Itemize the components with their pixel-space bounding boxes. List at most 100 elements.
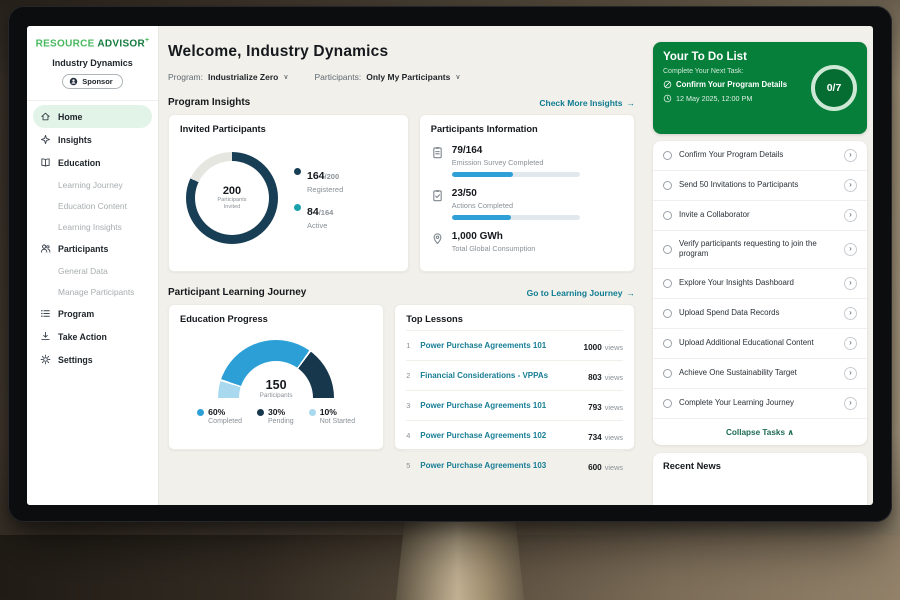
chevron-down-icon: ∨ xyxy=(455,74,461,81)
top-lessons-card: Top Lessons 1 Power Purchase Agreements … xyxy=(394,304,635,472)
task-checkbox[interactable] xyxy=(663,181,672,190)
lesson-link[interactable]: Power Purchase Agreements 102 xyxy=(420,431,547,440)
lesson-link[interactable]: Power Purchase Agreements 101 xyxy=(420,401,547,410)
sidebar-item-label: Insights xyxy=(58,134,92,145)
sponsor-badge: Sponsor xyxy=(62,74,123,90)
sidebar-item-take-action[interactable]: Take Action xyxy=(27,325,158,348)
task-row[interactable]: Explore Your Insights Dashboard › xyxy=(653,269,867,299)
monitor-bezel: RESOURCE ADVISOR+ Industry Dynamics Spon… xyxy=(8,6,892,522)
chevron-right-icon[interactable]: › xyxy=(844,209,857,222)
task-row[interactable]: Confirm Your Program Details › xyxy=(653,141,867,171)
sponsor-label: Sponsor xyxy=(82,77,113,87)
invited-participants-card: Invited Participants 200 Participants In… xyxy=(168,114,409,272)
task-row[interactable]: Upload Spend Data Records › xyxy=(653,299,867,329)
chevron-right-icon[interactable]: › xyxy=(844,396,857,410)
chevron-right-icon[interactable]: › xyxy=(844,179,857,192)
sidebar-item-participants[interactable]: Participants xyxy=(27,237,158,260)
survey-clipboard-icon xyxy=(431,146,444,159)
task-checkbox[interactable] xyxy=(663,368,672,378)
task-checkbox[interactable] xyxy=(663,308,672,318)
sidebar-item-label: Learning Journey xyxy=(58,179,123,190)
legend-item: 84/164 Active xyxy=(294,202,343,230)
task-row[interactable]: Verify participants requesting to join t… xyxy=(653,231,867,269)
chevron-right-icon[interactable]: › xyxy=(844,336,857,350)
chevron-right-icon[interactable]: › xyxy=(844,276,857,290)
chevron-right-icon[interactable]: › xyxy=(844,306,857,320)
sidebar-item-settings[interactable]: Settings xyxy=(27,348,158,371)
task-checkbox[interactable] xyxy=(663,278,672,288)
sidebar-item-label: Take Action xyxy=(58,331,107,342)
lesson-link[interactable]: Power Purchase Agreements 101 xyxy=(420,341,547,350)
card-title: Top Lessons xyxy=(406,314,623,331)
sidebar-item-program[interactable]: Program xyxy=(27,302,158,325)
education-gauge-chart: 150 Participants xyxy=(218,339,335,398)
lesson-row: 2 Financial Considerations - VPPAs 803 vi… xyxy=(406,361,623,391)
sidebar-item-label: Education xyxy=(58,157,101,168)
legend-item: 10% Not Started xyxy=(308,407,355,425)
sidebar-item-general-data[interactable]: General Data xyxy=(27,260,158,281)
sidebar-item-education-content[interactable]: Education Content xyxy=(27,195,158,216)
sidebar-item-insights[interactable]: Insights xyxy=(27,128,158,151)
app-logo: RESOURCE ADVISOR+ xyxy=(27,37,158,49)
info-row: 1,000 GWh Total Global Consumption xyxy=(431,231,623,253)
collapse-tasks-link[interactable]: Collapse Tasks ∧ xyxy=(726,427,794,437)
logo-text-primary: RESOURCE xyxy=(35,38,95,50)
info-row: 79/164 Emission Survey Completed xyxy=(431,145,623,177)
take-action-icon xyxy=(40,331,51,342)
sidebar-item-learning-insights[interactable]: Learning Insights xyxy=(27,216,158,237)
participants-icon xyxy=(40,243,51,254)
sidebar-item-home[interactable]: Home xyxy=(33,105,152,129)
participants-information-card: Participants Information 79/164 Emission… xyxy=(418,114,635,272)
sidebar-item-label: Program xyxy=(58,308,95,319)
program-filter-dropdown[interactable]: Program: Industrialize Zero ∨ xyxy=(168,72,288,82)
recent-news-card: Recent News xyxy=(653,452,867,505)
sidebar-item-label: Home xyxy=(58,111,83,122)
recent-news-title: Recent News xyxy=(663,460,721,471)
card-title: Participants Information xyxy=(430,124,538,134)
legend-item: 60% Completed xyxy=(197,407,242,425)
task-checkbox[interactable] xyxy=(663,398,672,408)
todo-progress-count: 0/7 xyxy=(826,82,842,94)
sidebar-item-label: Manage Participants xyxy=(58,286,135,297)
chevron-right-icon[interactable]: › xyxy=(844,366,857,380)
participants-filter-dropdown[interactable]: Participants: Only My Participants ∨ xyxy=(314,72,460,82)
task-checkbox[interactable] xyxy=(663,338,672,348)
check-more-insights-link[interactable]: Check More Insights → xyxy=(539,97,635,108)
sidebar-item-label: Participants xyxy=(58,243,109,254)
lesson-row: 4 Power Purchase Agreements 102 734 views xyxy=(406,421,623,451)
task-row[interactable]: Invite a Collaborator › xyxy=(653,201,867,231)
task-checkbox[interactable] xyxy=(663,244,672,254)
task-row[interactable]: Send 50 Invitations to Participants › xyxy=(653,171,867,201)
sidebar: RESOURCE ADVISOR+ Industry Dynamics Spon… xyxy=(27,26,159,505)
gauge-legend: 60% Completed 30% Pending 10% Not Starte… xyxy=(197,407,355,425)
info-row: 23/50 Actions Completed xyxy=(431,188,623,220)
task-row[interactable]: Achieve One Sustainability Target › xyxy=(653,359,867,389)
task-checkbox[interactable] xyxy=(663,151,672,160)
todo-progress-ring: 0/7 xyxy=(811,65,857,111)
completed-dot xyxy=(197,409,205,416)
org-name: Industry Dynamics xyxy=(52,58,133,69)
actions-checklist-icon xyxy=(431,189,444,202)
sidebar-item-label: General Data xyxy=(58,265,108,276)
pending-dot xyxy=(256,409,264,416)
sidebar-item-label: Learning Insights xyxy=(58,221,122,232)
sidebar-item-manage-participants[interactable]: Manage Participants xyxy=(27,281,158,302)
go-to-learning-journey-link[interactable]: Go to Learning Journey → xyxy=(526,287,635,298)
section-title-program-insights: Program Insights xyxy=(168,97,251,108)
education-icon xyxy=(40,157,51,168)
task-row[interactable]: Upload Additional Educational Content › xyxy=(653,329,867,359)
filter-bar: Program: Industrialize Zero ∨ Participan… xyxy=(168,72,635,82)
chevron-right-icon[interactable]: › xyxy=(844,242,857,256)
task-checkbox[interactable] xyxy=(663,211,672,220)
legend-item: 30% Pending xyxy=(256,407,294,425)
sidebar-item-learning-journey[interactable]: Learning Journey xyxy=(27,174,158,195)
sidebar-item-label: Settings xyxy=(58,354,93,365)
chevron-right-icon[interactable]: › xyxy=(844,149,857,162)
lesson-link[interactable]: Power Purchase Agreements 103 xyxy=(420,461,547,470)
sidebar-item-education[interactable]: Education xyxy=(27,151,158,174)
task-row[interactable]: Complete Your Learning Journey › xyxy=(653,389,867,419)
todo-subtitle: Complete Your Next Task: xyxy=(663,68,744,75)
donut-center-value: 200 xyxy=(222,185,242,198)
lesson-link[interactable]: Financial Considerations - VPPAs xyxy=(420,371,549,380)
todo-task-list: Confirm Your Program Details › Send 50 I… xyxy=(653,141,867,445)
